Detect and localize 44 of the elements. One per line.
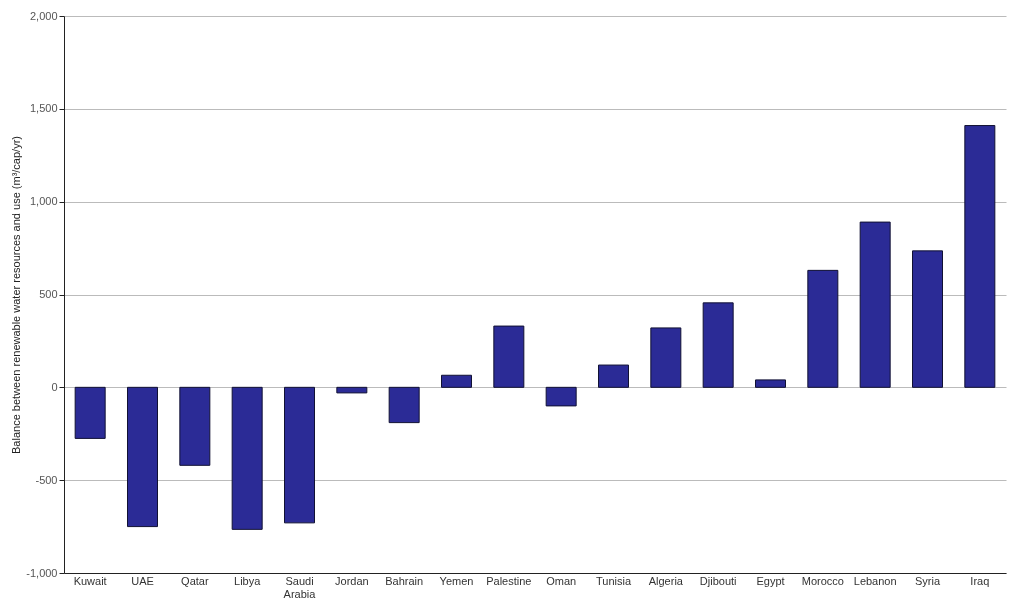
x-tick-label: Yemen bbox=[439, 574, 474, 587]
x-tick-label: Djibouti bbox=[699, 574, 737, 587]
x-tick-label: Bahrain bbox=[385, 574, 424, 587]
y-tick-label: 500 bbox=[39, 288, 58, 300]
bar bbox=[598, 364, 629, 388]
x-tick-label: Libya bbox=[234, 574, 262, 587]
x-tick-label: Qatar bbox=[181, 574, 209, 587]
bar bbox=[912, 250, 943, 388]
bar bbox=[74, 386, 106, 439]
bar bbox=[493, 325, 525, 388]
bar bbox=[179, 386, 211, 466]
y-axis-title: Balance between renewable water resources and use (m³/cap/yr) bbox=[10, 136, 23, 454]
y-tick-label: 1,000 bbox=[29, 195, 58, 208]
bar bbox=[545, 386, 577, 407]
bar bbox=[859, 221, 891, 388]
x-tick-label: Algeria bbox=[648, 574, 684, 587]
bar bbox=[755, 379, 786, 388]
y-tick-label: -500 bbox=[35, 473, 58, 486]
y-tick-label: 0 bbox=[51, 380, 58, 393]
x-tick-label: UAE bbox=[131, 574, 154, 587]
y-tick-label: 1,500 bbox=[29, 102, 58, 115]
x-tick-label: Lebanon bbox=[853, 574, 897, 587]
x-tick-label: Iraq bbox=[970, 574, 990, 587]
x-tick-label: Kuwait bbox=[73, 574, 107, 587]
y-tick-label: 2,000 bbox=[29, 9, 58, 22]
bar bbox=[702, 302, 734, 388]
bar bbox=[284, 386, 315, 524]
x-tick-label: Saudi Arabia bbox=[283, 574, 317, 600]
x-tick-label: Morocco bbox=[801, 574, 844, 587]
bar bbox=[964, 125, 996, 388]
x-tick-label: Syria bbox=[914, 574, 941, 587]
x-tick-label: Jordan bbox=[335, 574, 369, 587]
bar bbox=[650, 327, 682, 388]
bar bbox=[388, 386, 420, 424]
bar bbox=[807, 269, 839, 388]
bar bbox=[127, 386, 158, 528]
x-tick-label: Palestine bbox=[486, 574, 532, 587]
bar bbox=[336, 386, 368, 394]
x-tick-label: Egypt bbox=[756, 574, 785, 587]
x-tick-label: Oman bbox=[546, 574, 577, 587]
bar bbox=[231, 386, 263, 530]
bar bbox=[441, 374, 472, 388]
x-tick-label: Tunisia bbox=[595, 574, 632, 587]
y-tick-label: -1,000 bbox=[26, 566, 58, 579]
